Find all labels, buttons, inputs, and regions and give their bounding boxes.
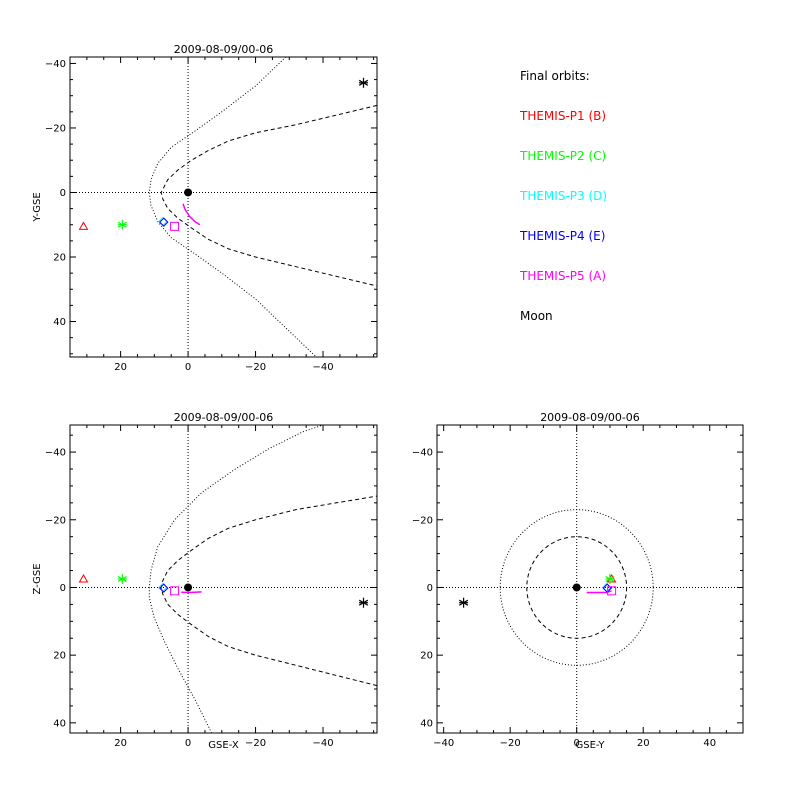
y-tick-label: 40	[53, 718, 66, 729]
x-tick-label: 0	[185, 738, 191, 749]
plot-frame	[69, 56, 378, 358]
p2-asterisk-marker	[605, 574, 615, 584]
legend-entry-moon: Moon	[520, 309, 553, 323]
p5-orbit-track	[182, 203, 201, 226]
legend-entry-p3: THEMIS-P3 (D)	[519, 189, 607, 203]
p5-square-marker	[170, 221, 180, 231]
legend-entry-p4: THEMIS-P4 (E)	[519, 229, 605, 243]
x-tick-label: 0	[185, 362, 191, 373]
magnetopause-circle	[526, 536, 628, 639]
x-tick-label: −40	[312, 738, 333, 749]
y-tick-label: −40	[412, 448, 433, 459]
y-tick-label: 0	[427, 583, 433, 594]
x-tick-label: 40	[703, 738, 716, 749]
legend-entry-p5: THEMIS-P5 (A)	[519, 269, 606, 283]
plot-frame	[69, 424, 378, 734]
p1-triangle-marker	[78, 573, 89, 583]
bow-shock-circle	[499, 509, 654, 666]
y-axis-label: Z-GSE	[32, 563, 43, 594]
panel-title: 2009-08-09/00-06	[174, 43, 274, 56]
bow-shock-curve	[148, 57, 317, 357]
plot-area	[70, 425, 377, 733]
x-tick-label: 20	[114, 362, 127, 373]
y-tick-label: 0	[60, 188, 66, 199]
bow-shock-curve	[148, 425, 324, 733]
p1-triangle-marker	[78, 221, 89, 230]
y-tick-label: −20	[45, 123, 66, 134]
legend-title: Final orbits:	[520, 69, 590, 83]
panel-title: 2009-08-09/00-06	[540, 411, 640, 424]
plot-area	[437, 425, 743, 733]
x-axis-label: GSE-X	[208, 740, 239, 751]
x-tick-label: 0	[574, 738, 580, 749]
moon-asterisk-marker	[459, 597, 469, 608]
orbit-panel-1: 20 0 −20 −40 −40 −20 0 20 40 2009-08-09/00-06 Y-GS…	[32, 43, 378, 373]
x-tick-label: 20	[114, 738, 127, 749]
y-tick-label: 40	[420, 718, 433, 729]
p4-diamond-marker	[159, 583, 169, 593]
p5-orbit-track	[586, 590, 612, 594]
y-tick-label: 20	[420, 651, 433, 662]
legend: Final orbits: THEMIS-P1 (B) THEMIS-P2 (C) T…	[519, 69, 607, 323]
y-tick-label: 0	[60, 583, 66, 594]
y-tick-label: 20	[53, 651, 66, 662]
y-axis-label: Y-GSE	[32, 192, 43, 222]
x-tick-label: −20	[245, 738, 266, 749]
x-tick-label: 20	[637, 738, 650, 749]
y-tick-label: 20	[53, 253, 66, 264]
x-tick-label: −20	[245, 362, 266, 373]
earth-marker	[184, 188, 193, 197]
x-tick-label: −40	[433, 738, 454, 749]
y-tick-label: −20	[412, 515, 433, 526]
moon-asterisk-marker	[358, 77, 369, 88]
panel-title: 2009-08-09/00-06	[174, 411, 274, 424]
x-tick-label: −40	[312, 362, 333, 373]
legend-entry-p2: THEMIS-P2 (C)	[519, 149, 606, 163]
orbit-panel-2: 20 0 −20 −40 −40 −20 0 20 40 2009-08-09/00-06 GSE-…	[32, 411, 378, 751]
p5-orbit-track	[181, 591, 202, 594]
p4-diamond-marker	[159, 217, 169, 227]
y-tick-label: −40	[45, 59, 66, 70]
orbit-panel-3: −40 −20 0 20 40−40−20020402009-08-09/00-06GS…	[412, 411, 744, 751]
plot-area	[70, 57, 377, 357]
y-tick-label: −40	[45, 448, 66, 459]
magnetopause-curve	[160, 104, 377, 287]
earth-marker	[184, 583, 193, 592]
p5-square-marker	[607, 586, 617, 596]
p2-asterisk-marker	[117, 219, 127, 230]
x-tick-label: −20	[500, 738, 521, 749]
legend-entry-p1: THEMIS-P1 (B)	[519, 109, 606, 123]
y-tick-label: 40	[53, 317, 66, 328]
y-tick-label: −20	[45, 515, 66, 526]
p2-asterisk-marker	[117, 574, 127, 584]
earth-marker	[572, 583, 581, 592]
p5-square-marker	[170, 586, 180, 596]
magnetopause-curve	[160, 495, 377, 687]
plot-frame	[436, 424, 744, 734]
x-axis-label: GSE-Y	[576, 740, 606, 751]
moon-asterisk-marker	[358, 597, 369, 608]
